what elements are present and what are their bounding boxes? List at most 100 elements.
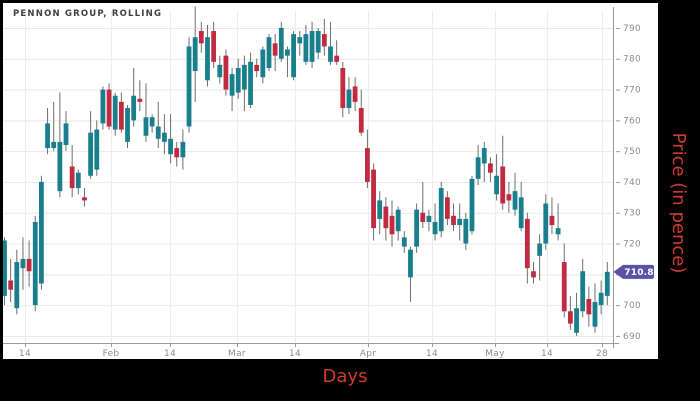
candle [69,144,75,198]
candle [20,237,26,290]
candle [524,212,530,284]
candle [586,286,592,327]
candle [94,120,100,176]
candle [463,212,469,250]
candle [75,169,81,195]
gridlines [3,11,613,343]
axes: 14Feb14Mar14Apr14May14286907007107207307… [3,7,641,359]
candle [162,114,167,155]
candle [518,181,524,232]
candle [168,114,173,164]
y-tick-label: 790 [623,24,641,34]
candle [561,243,567,318]
candle [592,283,598,333]
candle [248,52,253,109]
candle [57,92,63,198]
candle [205,24,210,87]
candle [574,292,579,336]
candle [260,46,266,84]
candle [137,80,143,112]
candle [383,197,389,241]
price-chart-svg: 14Feb14Mar14Apr14May14286907007107207307… [2,6,654,359]
candle [106,83,112,130]
candle [321,18,327,56]
candle [82,188,87,207]
x-tick-label: 14 [19,349,31,359]
candle [26,240,32,287]
x-tick-label: 14 [289,349,301,359]
candle [543,194,549,250]
x-tick-label: May [485,349,505,359]
candle [598,280,604,315]
last-price-flag: 710.8 [613,264,654,279]
candle [192,6,198,102]
candle [14,249,20,315]
candlestick-series [2,6,610,336]
candle [469,175,475,235]
candle [118,92,124,133]
last-price-label: 710.8 [624,268,653,278]
candle [32,215,38,312]
candle [51,101,57,152]
candle [432,203,438,241]
candle [340,61,346,118]
candle [198,21,204,53]
candle [506,181,512,213]
candle [235,58,241,99]
candle [155,101,161,149]
y-tick-label: 760 [623,116,641,126]
chart-title: PENNON GROUP, ROLLING [13,9,163,19]
x-tick-label: 28 [596,349,608,359]
candle [241,55,247,112]
x-tick-label: 14 [426,349,438,359]
candle [112,92,118,136]
candle [555,203,561,241]
candle [303,24,309,65]
candle [328,21,333,65]
candle [377,191,383,235]
candle [143,83,149,142]
candle [580,258,586,318]
candle [567,295,573,330]
candle [444,191,450,226]
candle [334,40,340,65]
candle [352,77,358,112]
candle [401,231,407,253]
candle [346,77,352,115]
candle [285,46,290,78]
chart-canvas: PENNON GROUP, ROLLING 14 Feb 14 Mar 14 Apr 14 M… [2,3,658,359]
candle [272,34,278,72]
candle [420,181,426,229]
candle [451,203,456,232]
candle [186,37,192,133]
y-tick-label: 700 [623,301,641,311]
candle [223,49,229,96]
candle [2,237,7,306]
candle [371,163,376,241]
candle [395,206,401,241]
candle [438,181,444,238]
candle [531,262,536,284]
candle [8,258,14,303]
candle [278,21,284,62]
candle [309,21,315,68]
y-tick-label: 750 [623,147,641,157]
candle [315,27,321,59]
x-tick-label: Feb [103,349,120,359]
candle [365,129,370,189]
candle [174,141,180,167]
candle [229,67,235,112]
candle [211,21,217,68]
candle [512,172,518,216]
candle [254,58,260,78]
y-tick-label: 740 [623,178,641,188]
candle [217,55,223,84]
candle [88,111,94,179]
candle [63,111,69,152]
y-tick-label: 690 [623,332,641,342]
candle [426,209,432,232]
candle [358,89,364,136]
candle [131,67,137,127]
y-tick-label: 730 [623,209,641,219]
